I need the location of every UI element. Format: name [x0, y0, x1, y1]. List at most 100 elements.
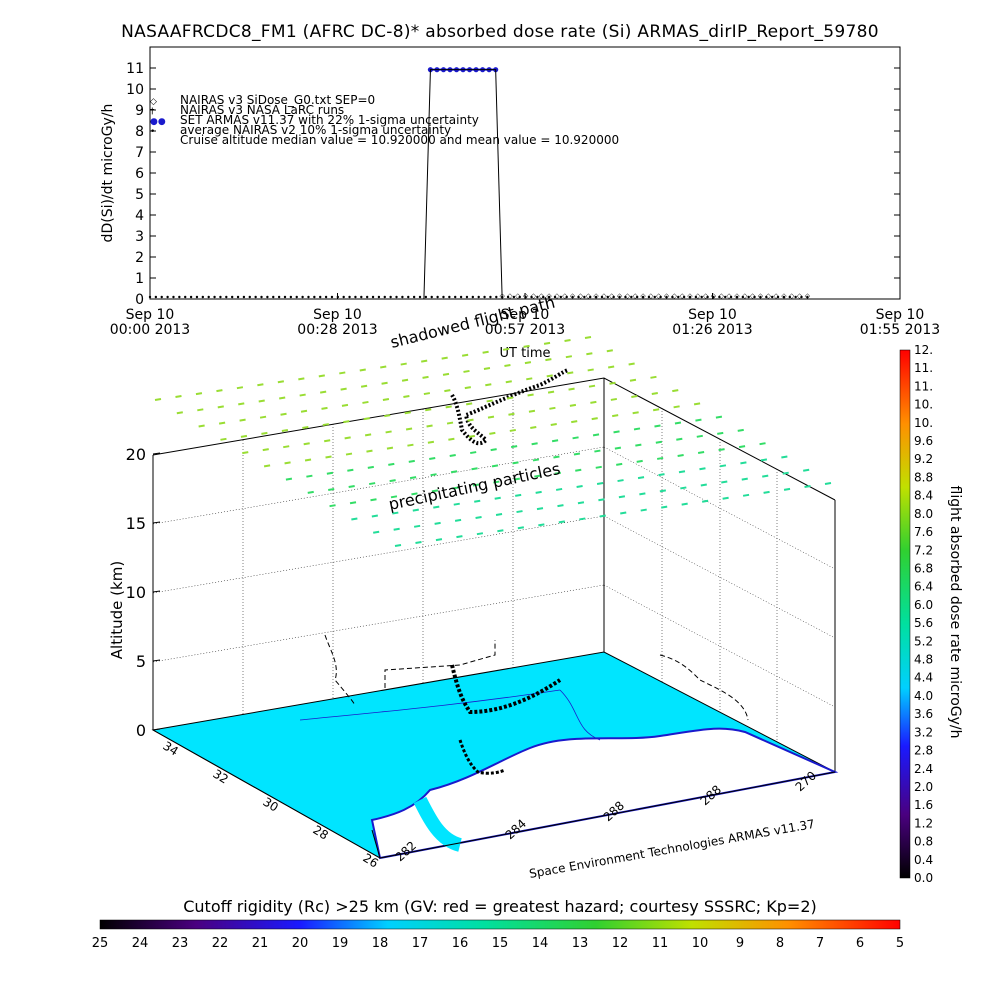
gulf-water — [370, 727, 839, 860]
nairas-marker — [694, 295, 698, 299]
rigidity-tick-label: 18 — [372, 936, 389, 951]
nairas-marker — [424, 295, 428, 299]
particle-mark — [673, 405, 680, 409]
nairas-marker — [671, 295, 674, 299]
rigidity-tick-label: 13 — [572, 936, 589, 951]
nairas-diamond: ◇ — [578, 292, 584, 300]
lat-tick-label: 28 — [310, 823, 330, 843]
particle-mark — [614, 446, 622, 450]
dose-tick-label: 6.8 — [914, 561, 933, 575]
nairas-marker — [459, 295, 463, 299]
particle-mark — [637, 476, 645, 480]
particle-mark — [759, 442, 766, 446]
credit-text: Space Environment Technologies ARMAS v11… — [528, 817, 816, 881]
particle-mark — [348, 485, 355, 488]
nairas-marker — [653, 295, 656, 299]
dose-tick-label: 11. — [914, 361, 933, 375]
particle-mark — [567, 371, 574, 375]
particle-mark — [588, 384, 596, 388]
particle-mark — [587, 368, 594, 372]
particle-mark — [487, 415, 495, 419]
particle-mark — [565, 355, 573, 359]
particle-mark — [636, 459, 643, 463]
shadow-path-floor — [458, 739, 506, 775]
nairas-marker — [230, 295, 234, 299]
x-tick-date: Sep 10 — [126, 307, 175, 323]
dose-tick-label: 9.2 — [914, 452, 933, 466]
particle-mark — [468, 434, 476, 438]
particle-mark — [471, 467, 478, 471]
particle-mark — [657, 456, 664, 460]
particle-mark — [783, 487, 791, 491]
nairas-marker — [448, 295, 451, 299]
particle-mark — [571, 420, 578, 424]
nairas-marker — [172, 295, 175, 299]
particle-mark — [445, 405, 452, 409]
particle-mark — [490, 448, 497, 452]
dose-colorbar-ticks: 0.0 0.4 0.8 1.2 1.6 2.0 2.4 2.8 3.2 3.6 4.0 4.4 4.8 5… — [914, 343, 933, 885]
nairas-marker — [348, 295, 351, 299]
z-tick-label: 15 — [126, 514, 146, 533]
nairas-marker — [295, 295, 298, 299]
particle-mark — [325, 455, 332, 459]
particle-mark — [431, 489, 439, 493]
legend-label: SET ARMAS v11.37 with 22% 1-sigma uncert… — [180, 113, 479, 127]
nairas-diamond: ◇ — [593, 292, 599, 300]
particle-mark — [553, 455, 560, 459]
nairas-diamond: ◇ — [586, 292, 592, 300]
particle-mark — [242, 451, 249, 455]
nairas-marker — [641, 295, 645, 299]
nairas-marker — [272, 295, 275, 299]
nairas-diamond: ◇ — [617, 292, 623, 300]
particle-mark — [433, 505, 440, 509]
particle-mark — [803, 468, 810, 472]
nairas-marker — [741, 295, 745, 299]
particle-mark — [482, 350, 489, 354]
nairas-diamond: ◇ — [656, 292, 662, 300]
particle-mark — [154, 398, 162, 401]
particle-mark — [409, 476, 417, 480]
nairas-marker — [248, 295, 251, 299]
particle-mark — [303, 442, 310, 446]
particle-mark — [343, 420, 350, 424]
nairas-marker — [547, 295, 551, 299]
nairas-marker — [207, 295, 210, 299]
particle-mark — [324, 439, 331, 443]
particle-mark — [762, 474, 769, 478]
nairas-marker — [160, 295, 163, 299]
z-tick-label: 5 — [136, 652, 146, 671]
particle-mark — [349, 501, 357, 505]
particle-mark — [371, 514, 379, 518]
nairas-diamond: ◇ — [789, 292, 795, 300]
particle-mark — [631, 395, 638, 398]
particle-mark — [719, 464, 727, 468]
particle-mark — [483, 367, 491, 370]
rigidity-tick-label: 10 — [692, 936, 709, 951]
particle-mark — [401, 378, 409, 382]
particle-mark — [635, 443, 642, 447]
particle-mark — [532, 458, 540, 462]
particle-mark — [640, 508, 647, 512]
nairas-diamond: ◇ — [640, 292, 646, 300]
nairas-marker — [436, 295, 439, 299]
particle-mark — [373, 530, 380, 534]
particle-mark — [359, 368, 366, 372]
y-tick-label: 2 — [135, 250, 144, 266]
particle-mark — [824, 482, 832, 485]
nairas-marker — [630, 295, 633, 299]
particle-mark — [651, 392, 658, 396]
particle-mark — [351, 517, 358, 521]
particle-mark — [262, 448, 269, 452]
particle-mark — [380, 365, 387, 369]
nairas-marker — [700, 295, 703, 299]
particle-mark — [220, 437, 227, 441]
lat-tick-label: 32 — [210, 767, 230, 787]
y-tick-label: 1 — [135, 271, 144, 287]
particle-mark — [528, 409, 536, 413]
particle-mark — [281, 428, 289, 432]
lat-tick-label: 34 — [160, 739, 180, 759]
particle-mark — [550, 423, 557, 427]
x-tick-time: 01:55 2013 — [860, 322, 940, 338]
particle-mark — [344, 436, 351, 440]
